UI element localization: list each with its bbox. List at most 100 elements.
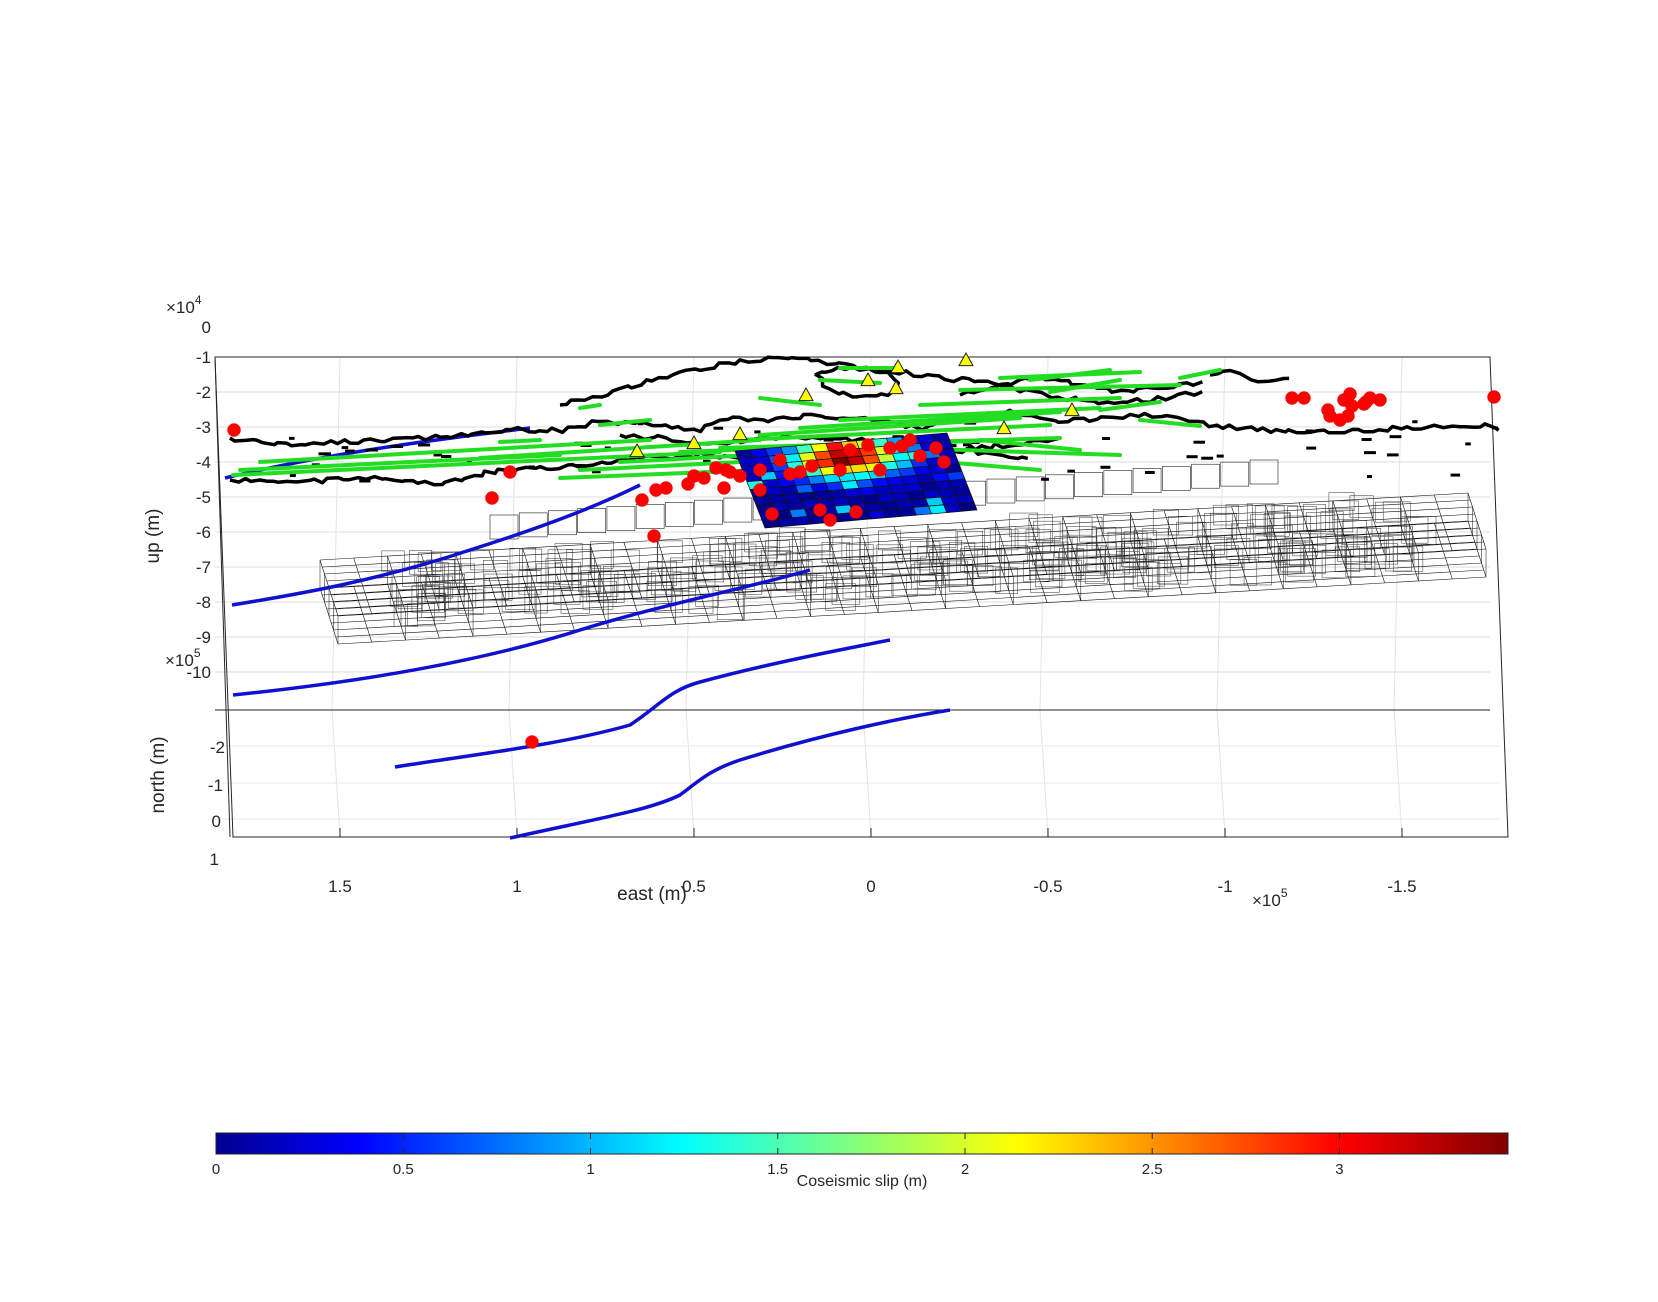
coastline-fragment <box>963 443 971 447</box>
mesh-cell <box>831 577 861 605</box>
slab-contour <box>231 483 641 607</box>
epicenter-marker <box>913 449 927 463</box>
mesh-cell <box>673 572 697 593</box>
mesh-cell <box>1287 506 1317 532</box>
coastline-fragment <box>1201 456 1214 460</box>
mesh-cell <box>1321 549 1351 579</box>
mesh-cell <box>744 568 772 598</box>
east-gridline <box>862 356 872 711</box>
mesh-cell <box>651 570 682 596</box>
fault-trace <box>478 438 762 460</box>
mesh-cell <box>635 504 665 529</box>
mesh-cell <box>986 478 1016 504</box>
mesh-cell <box>1137 559 1166 587</box>
mesh-cell <box>943 559 973 585</box>
mesh-cell <box>1384 546 1412 572</box>
mesh-cell <box>1349 495 1374 518</box>
mesh-cell <box>578 565 601 593</box>
east-axis-ticks: 1.5 1 0.5 0 -0.5 -1 -1.5 <box>328 828 1417 896</box>
fault-trace <box>1098 400 1162 412</box>
axes-box <box>214 356 1509 838</box>
mesh-cell <box>1035 558 1063 588</box>
mesh-cell <box>381 550 405 572</box>
mesh-cell <box>804 529 830 551</box>
east-gridline <box>1216 709 1226 838</box>
east-tick-label: -1.5 <box>1387 877 1416 896</box>
mesh-cell <box>536 563 562 584</box>
mesh-line <box>331 527 1480 596</box>
mesh-cell <box>1246 503 1275 527</box>
mesh-cell <box>1258 538 1284 562</box>
mesh-cell <box>1364 547 1390 569</box>
epicenter-marker <box>723 465 737 479</box>
epicenter-marker <box>805 459 819 473</box>
fault-trace <box>1138 418 1202 428</box>
mesh-cell <box>1332 500 1359 520</box>
mesh-cell <box>518 570 542 595</box>
station-marker <box>958 351 974 367</box>
mesh-cell <box>1033 520 1061 541</box>
mesh-cell <box>825 583 856 611</box>
epicenter-marker <box>793 465 807 479</box>
mesh-cell <box>582 585 614 610</box>
mesh-cell <box>1191 463 1220 489</box>
epicenter-marker <box>1343 387 1357 401</box>
mesh-cell <box>448 588 477 609</box>
coastline-fragment <box>1186 455 1198 459</box>
mesh-cell <box>1196 535 1225 556</box>
north-axis-ticks: -2 -1 0 1 <box>208 738 225 869</box>
coastline-fragment <box>1450 473 1461 477</box>
north-axis-exponent: ×105 <box>165 646 201 670</box>
mesh-line <box>333 562 1482 631</box>
east-gridline <box>685 709 695 838</box>
epicenter-marker <box>861 438 875 452</box>
mesh-cell <box>670 557 697 579</box>
mesh-cell <box>1277 552 1305 574</box>
mesh-cell <box>1285 541 1313 565</box>
mesh-cell <box>418 575 444 603</box>
coastline-fragment <box>528 465 535 469</box>
mesh-cell <box>1162 466 1191 491</box>
mesh-line <box>335 541 1484 610</box>
east-axis-label: east (m) <box>617 884 687 905</box>
fault-trace <box>838 406 1102 422</box>
up-tick-label: -5 <box>196 488 211 507</box>
coastline-fragment <box>1412 420 1418 424</box>
epicenter-marker <box>823 513 837 527</box>
mesh-cell <box>1084 563 1108 584</box>
epicenter-marker <box>1285 391 1299 405</box>
mesh-cell <box>776 536 803 563</box>
mesh-cell <box>1210 512 1237 540</box>
station-marker <box>732 425 748 441</box>
coastline-fragment <box>345 449 355 453</box>
mesh-cell <box>610 549 640 572</box>
mesh-cell <box>1406 516 1437 545</box>
model-mesh <box>319 459 1487 645</box>
mesh-line <box>319 492 1469 561</box>
mesh-cell <box>811 577 837 602</box>
slab-contour <box>232 568 811 697</box>
mesh-cell <box>588 571 619 597</box>
mesh-cell <box>555 561 581 585</box>
epicenter-marker <box>681 477 695 491</box>
mesh-cell <box>1337 538 1368 558</box>
station-marker <box>629 442 645 458</box>
mesh-cell <box>1168 516 1193 536</box>
mesh-cell <box>1103 470 1133 495</box>
mesh-cell <box>581 570 612 598</box>
coastline-fragment <box>703 459 711 463</box>
epicenter-marker <box>1341 409 1355 423</box>
coastline-fragment <box>1364 451 1376 455</box>
east-gridline <box>1039 709 1049 838</box>
coastline-fragment <box>1361 438 1372 442</box>
colorbar-tick-label: 2 <box>961 1161 969 1178</box>
mesh-cell <box>1254 535 1286 563</box>
mesh-cell <box>1032 545 1063 566</box>
mesh-cell <box>1214 548 1244 569</box>
coastline-fragment <box>359 479 371 483</box>
epicenter-marker <box>1487 390 1501 404</box>
colorbar-tick-label: 0 <box>212 1161 220 1178</box>
mesh-cell <box>407 603 435 627</box>
coastline-fragment <box>1389 435 1402 439</box>
mesh-cell <box>444 563 475 584</box>
